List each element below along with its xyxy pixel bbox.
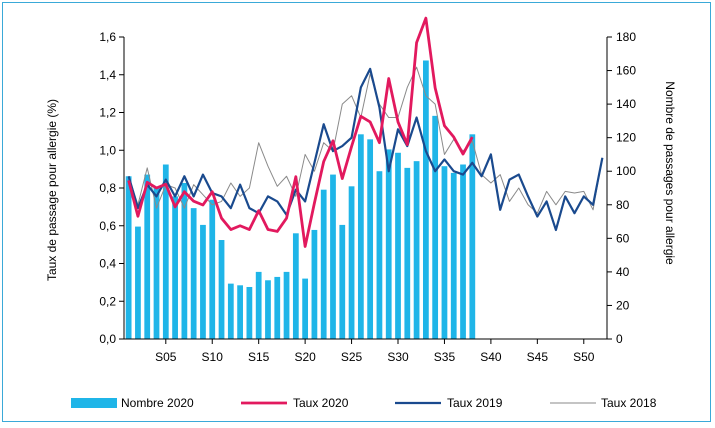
bar-week-34 xyxy=(432,115,439,339)
bar-week-21 xyxy=(311,229,318,339)
bar-week-35 xyxy=(441,166,448,339)
bar-week-28 xyxy=(376,171,383,339)
bar-week-14 xyxy=(246,286,253,339)
bar-week-15 xyxy=(255,271,262,339)
chart-frame: 0,0 0,2 0,4 0,6 0,8 1,0 1,2 1,4 1,6 0 20 40 60 80 100 1… xyxy=(2,2,711,422)
bar-week-27 xyxy=(367,139,374,339)
lines-layer xyxy=(127,16,604,248)
bar-week-1 xyxy=(125,176,132,339)
x-tick-label: S35 xyxy=(434,350,456,364)
y-right-tick-label: 100 xyxy=(616,164,636,178)
bar-week-12 xyxy=(227,283,234,339)
bar-week-37 xyxy=(460,164,466,339)
bar-week-10 xyxy=(209,199,216,339)
y-left-tick-label: 0,8 xyxy=(99,181,116,195)
y-right-tick-label: 180 xyxy=(616,30,636,44)
legend-swatch-nombre-2020 xyxy=(71,398,117,408)
axes-layer: 0,0 0,2 0,4 0,6 0,8 1,0 1,2 1,4 1,6 0 20 40 60 80 100 1… xyxy=(99,30,636,364)
bar-week-24 xyxy=(339,224,346,339)
legend-label-nombre-2020: Nombre 2020 xyxy=(121,396,194,410)
legend-label-taux-2020: Taux 2020 xyxy=(293,396,349,410)
x-tick-label: S20 xyxy=(294,350,316,364)
y-right-tick-label: 160 xyxy=(616,64,636,78)
bar-week-29 xyxy=(385,149,392,339)
y-right-axis-label: Nombre de passages pour allergie xyxy=(663,81,677,265)
line-taux-2020 xyxy=(127,16,474,248)
y-left-tick-label: 1,2 xyxy=(99,106,116,120)
chart-svg: 0,0 0,2 0,4 0,6 0,8 1,0 1,2 1,4 1,6 0 20 40 60 80 100 1… xyxy=(45,16,677,410)
bar-week-30 xyxy=(395,152,401,339)
y-left-tick-label: 0,0 xyxy=(99,332,116,346)
legend-label-taux-2019: Taux 2019 xyxy=(447,396,503,410)
y-left-tick-label: 1,4 xyxy=(99,68,116,82)
bar-week-25 xyxy=(348,186,355,339)
y-right-tick-label: 20 xyxy=(616,298,630,312)
bar-week-8 xyxy=(190,208,197,339)
y-left-tick-label: 0,6 xyxy=(99,219,116,233)
x-tick-label: S25 xyxy=(341,350,363,364)
bar-week-22 xyxy=(320,189,327,339)
bar-week-11 xyxy=(218,240,225,339)
x-tick-label: S05 xyxy=(155,350,177,364)
legend: Nombre 2020 Taux 2020 Taux 2019 Taux 2018 xyxy=(71,396,657,410)
y-left-tick-label: 0,2 xyxy=(99,294,116,308)
bar-week-32 xyxy=(413,161,420,339)
bar-week-19 xyxy=(292,233,299,339)
bar-week-18 xyxy=(283,271,290,339)
y-right-tick-label: 120 xyxy=(616,131,636,145)
bar-week-13 xyxy=(237,285,243,339)
bars-layer xyxy=(125,60,476,340)
line-taux-2018 xyxy=(128,66,603,214)
y-right-tick-label: 60 xyxy=(616,231,630,245)
x-tick-label: S10 xyxy=(202,350,224,364)
bar-week-31 xyxy=(404,167,411,339)
bar-week-4 xyxy=(153,188,160,339)
bar-week-6 xyxy=(172,196,178,339)
line-taux-2019 xyxy=(127,67,604,232)
bar-week-36 xyxy=(450,172,457,339)
x-tick-label: S15 xyxy=(248,350,270,364)
bar-week-3 xyxy=(144,174,151,339)
y-right-tick-label: 0 xyxy=(616,332,623,346)
labels-layer: Taux de passage pour allergie (%) Nombre… xyxy=(45,81,677,281)
legend-label-taux-2018: Taux 2018 xyxy=(601,396,657,410)
bar-week-16 xyxy=(265,280,271,339)
bar-week-7 xyxy=(181,182,188,339)
bar-week-23 xyxy=(330,174,336,339)
y-left-tick-label: 0,4 xyxy=(99,257,116,271)
y-right-tick-label: 140 xyxy=(616,97,636,111)
bar-week-33 xyxy=(423,60,429,340)
y-right-tick-label: 80 xyxy=(616,198,630,212)
bar-week-2 xyxy=(135,226,141,339)
x-tick-label: S45 xyxy=(527,350,549,364)
bar-week-17 xyxy=(274,276,281,339)
y-left-tick-label: 1,0 xyxy=(99,143,116,157)
x-tick-label: S40 xyxy=(480,350,502,364)
x-tick-label: S50 xyxy=(573,350,595,364)
x-tick-label: S30 xyxy=(387,350,409,364)
y-left-tick-label: 1,6 xyxy=(99,30,116,44)
y-right-tick-label: 40 xyxy=(616,265,630,279)
bar-week-38 xyxy=(469,134,476,339)
y-left-axis-label: Taux de passage pour allergie (%) xyxy=(45,99,59,281)
bar-week-20 xyxy=(302,278,309,339)
bar-week-9 xyxy=(200,224,206,339)
bar-week-26 xyxy=(357,134,364,339)
bar-week-5 xyxy=(162,164,169,339)
